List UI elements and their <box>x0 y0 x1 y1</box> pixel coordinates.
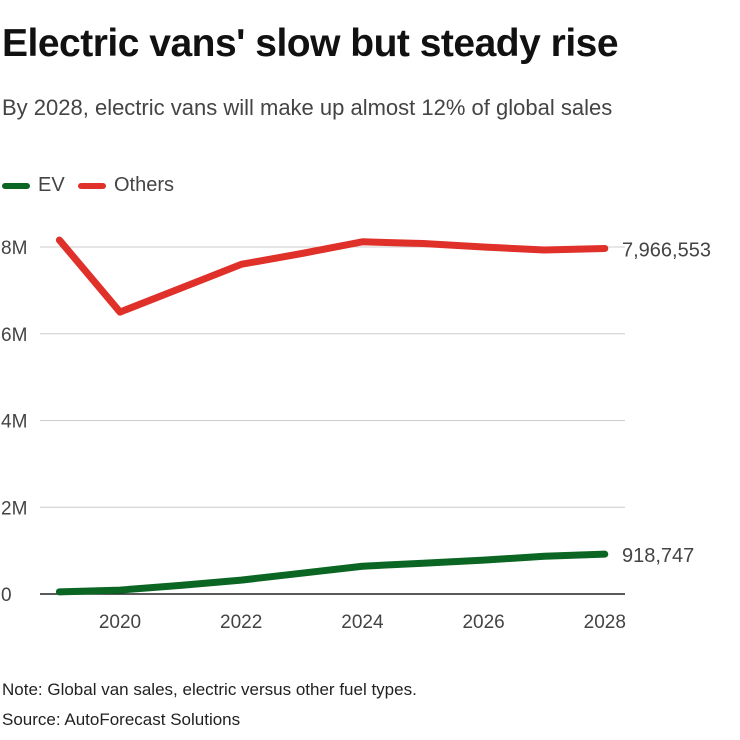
x-tick-label: 2028 <box>584 612 626 633</box>
x-tick-label: 2022 <box>220 612 262 633</box>
end-label-ev: 918,747 <box>622 545 694 567</box>
y-tick-label: 8M <box>1 238 27 259</box>
y-tick-label: 6M <box>1 325 27 346</box>
source: Source: AutoForecast Solutions <box>2 710 241 729</box>
chart-title: Electric vans' slow but steady rise <box>2 22 619 65</box>
legend-swatch-ev <box>2 182 30 189</box>
series-line-others <box>55 236 609 316</box>
note: Note: Global van sales, electric versus … <box>2 680 417 699</box>
legend-label-ev: EV <box>38 174 65 196</box>
legend-ev: EV <box>2 174 65 197</box>
end-label-others: 7,966,553 <box>622 239 711 261</box>
legend-swatch-others <box>78 182 106 189</box>
y-tick-label: 0 <box>1 585 12 606</box>
y-tick-label: 2M <box>1 498 27 519</box>
chart-subtitle: By 2028, electric vans will make up almo… <box>2 95 613 120</box>
x-tick-label: 2024 <box>341 612 384 633</box>
series-line-ev <box>55 550 609 596</box>
legend-others: Others <box>78 174 174 197</box>
legend-label-others: Others <box>114 174 175 196</box>
y-tick-label: 4M <box>1 412 27 433</box>
x-tick-label: 2026 <box>462 612 504 633</box>
x-tick-label: 2020 <box>99 612 141 633</box>
